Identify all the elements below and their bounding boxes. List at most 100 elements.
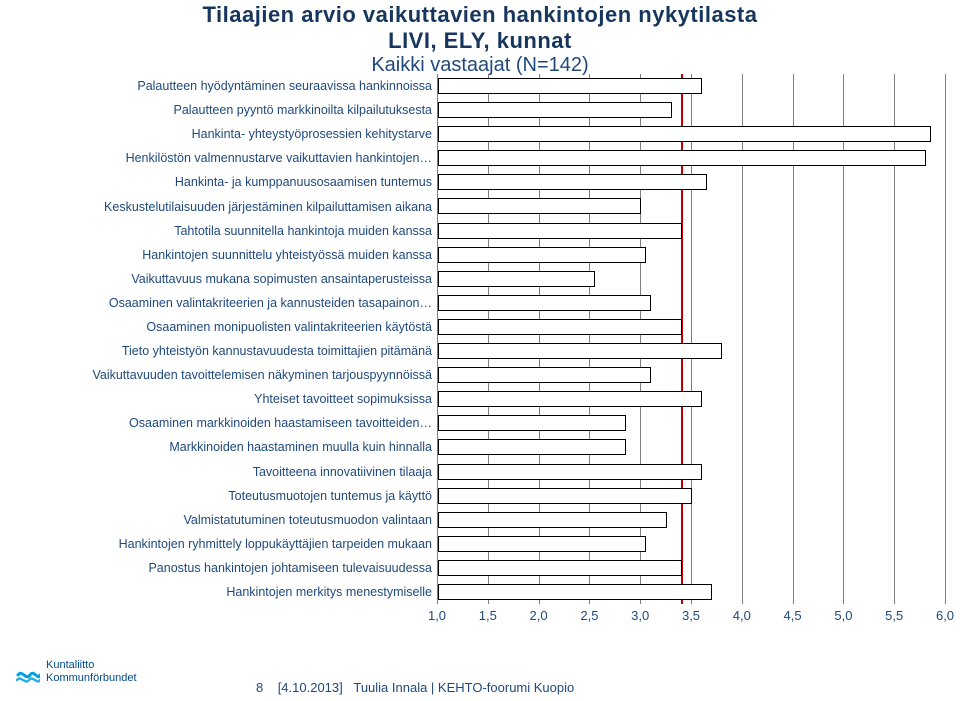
bar [438, 223, 682, 239]
bar-row: Vaikuttavuus mukana sopimusten ansaintap… [0, 267, 960, 291]
bar-row: Hankintojen merkitys menestymiselle [0, 580, 960, 604]
bar [438, 198, 641, 214]
logo-text-line-2: Kommunförbundet [46, 672, 137, 685]
bar-label: Hankintojen suunnittelu yhteistyössä mui… [0, 248, 438, 262]
bar-label: Hankintojen ryhmittely loppukäyttäjien t… [0, 537, 438, 551]
bar-cell [438, 460, 946, 484]
bar-cell [438, 267, 946, 291]
footer-date: [4.10.2013] [278, 680, 343, 695]
footer-author: Tuulia Innala | KEHTO-foorumi Kuopio [353, 680, 574, 695]
bar-cell [438, 291, 946, 315]
x-tick-label: 1,5 [479, 608, 497, 623]
bar-row: Hankinta- ja kumppanuusosaamisen tuntemu… [0, 170, 960, 194]
bar-row: Tavoitteena innovatiivinen tilaaja [0, 460, 960, 484]
logo-wave-icon [16, 661, 40, 685]
bar-label: Henkilöstön valmennustarve vaikuttavien … [0, 151, 438, 165]
bar [438, 560, 682, 576]
bar-label: Palautteen hyödyntäminen seuraavissa han… [0, 79, 438, 93]
bar-cell [438, 532, 946, 556]
x-tick-label: 4,0 [733, 608, 751, 623]
bar-cell [438, 122, 946, 146]
footer-page-no: 8 [256, 680, 263, 695]
x-tick-label: 3,0 [631, 608, 649, 623]
x-tick-label: 2,5 [580, 608, 598, 623]
bar [438, 415, 626, 431]
bar [438, 343, 722, 359]
title-line-2: LIVI, ELY, kunnat [0, 28, 960, 54]
bar-label: Tieto yhteistyön kannustavuudesta toimit… [0, 344, 438, 358]
bar-row: Hankinta- yhteystyöprosessien kehitystar… [0, 122, 960, 146]
x-axis-labels: 1,01,52,02,53,03,54,04,55,05,56,0 [437, 608, 945, 626]
page: Tilaajien arvio vaikuttavien hankintojen… [0, 0, 960, 701]
bar-label: Palautteen pyyntö markkinoilta kilpailut… [0, 103, 438, 117]
bar-cell [438, 146, 946, 170]
bar-cell [438, 435, 946, 459]
bar-label: Panostus hankintojen johtamiseen tulevai… [0, 561, 438, 575]
bar-label: Hankinta- yhteystyöprosessien kehitystar… [0, 127, 438, 141]
x-tick-label: 2,0 [530, 608, 548, 623]
bar [438, 439, 626, 455]
bar-label: Osaaminen markkinoiden haastamiseen tavo… [0, 416, 438, 430]
bar [438, 126, 931, 142]
title-line-1: Tilaajien arvio vaikuttavien hankintojen… [0, 2, 960, 28]
bar-row: Markkinoiden haastaminen muulla kuin hin… [0, 435, 960, 459]
x-tick-label: 5,0 [834, 608, 852, 623]
footer-text: 8 [4.10.2013] Tuulia Innala | KEHTO-foor… [256, 680, 574, 695]
bar-cell [438, 580, 946, 604]
bar-label: Markkinoiden haastaminen muulla kuin hin… [0, 440, 438, 454]
bar [438, 174, 707, 190]
bar-cell [438, 194, 946, 218]
bar-cell [438, 411, 946, 435]
bar-cell [438, 556, 946, 580]
bar-cell [438, 98, 946, 122]
x-tick-label: 4,5 [784, 608, 802, 623]
bar [438, 78, 702, 94]
x-tick-label: 1,0 [428, 608, 446, 623]
bar-chart: Palautteen hyödyntäminen seuraavissa han… [0, 74, 960, 676]
bar-row: Osaaminen valintakriteerien ja kannustei… [0, 291, 960, 315]
bar-row: Tieto yhteistyön kannustavuudesta toimit… [0, 339, 960, 363]
bar-label: Osaaminen monipuolisten valintakriteerie… [0, 320, 438, 334]
x-tick-label: 6,0 [936, 608, 954, 623]
bar-cell [438, 315, 946, 339]
bar [438, 247, 646, 263]
bar-row: Osaaminen markkinoiden haastamiseen tavo… [0, 411, 960, 435]
bar [438, 512, 667, 528]
bar-label: Hankintojen merkitys menestymiselle [0, 585, 438, 599]
bar-cell [438, 339, 946, 363]
bar-label: Vaikuttavuus mukana sopimusten ansaintap… [0, 272, 438, 286]
bar [438, 584, 712, 600]
bar [438, 536, 646, 552]
x-tick-label: 3,5 [682, 608, 700, 623]
bar-label: Osaaminen valintakriteerien ja kannustei… [0, 296, 438, 310]
bar-row: Panostus hankintojen johtamiseen tulevai… [0, 556, 960, 580]
bar-row: Hankintojen ryhmittely loppukäyttäjien t… [0, 532, 960, 556]
bar-row: Henkilöstön valmennustarve vaikuttavien … [0, 146, 960, 170]
x-tick-label: 5,5 [885, 608, 903, 623]
bar-row: Yhteiset tavoitteet sopimuksissa [0, 387, 960, 411]
bar-cell [438, 219, 946, 243]
bar-row: Tahtotila suunnitella hankintoja muiden … [0, 219, 960, 243]
bar-label: Yhteiset tavoitteet sopimuksissa [0, 392, 438, 406]
bar-label: Tavoitteena innovatiivinen tilaaja [0, 465, 438, 479]
bar [438, 150, 926, 166]
bar [438, 271, 595, 287]
bar [438, 488, 692, 504]
bar [438, 102, 672, 118]
bar-label: Toteutusmuotojen tuntemus ja käyttö [0, 489, 438, 503]
bar-label: Keskustelutilaisuuden järjestäminen kilp… [0, 200, 438, 214]
bar-row: Vaikuttavuuden tavoittelemisen näkyminen… [0, 363, 960, 387]
bar [438, 319, 682, 335]
bar-rows: Palautteen hyödyntäminen seuraavissa han… [0, 74, 960, 604]
bar-cell [438, 508, 946, 532]
bar-cell [438, 170, 946, 194]
bar [438, 464, 702, 480]
bar-cell [438, 387, 946, 411]
bar-cell [438, 74, 946, 98]
bar-row: Toteutusmuotojen tuntemus ja käyttö [0, 484, 960, 508]
bar-row: Palautteen pyyntö markkinoilta kilpailut… [0, 98, 960, 122]
bar [438, 367, 651, 383]
bar-label: Hankinta- ja kumppanuusosaamisen tuntemu… [0, 175, 438, 189]
bar [438, 295, 651, 311]
bar-label: Valmistatutuminen toteutusmuodon valinta… [0, 513, 438, 527]
